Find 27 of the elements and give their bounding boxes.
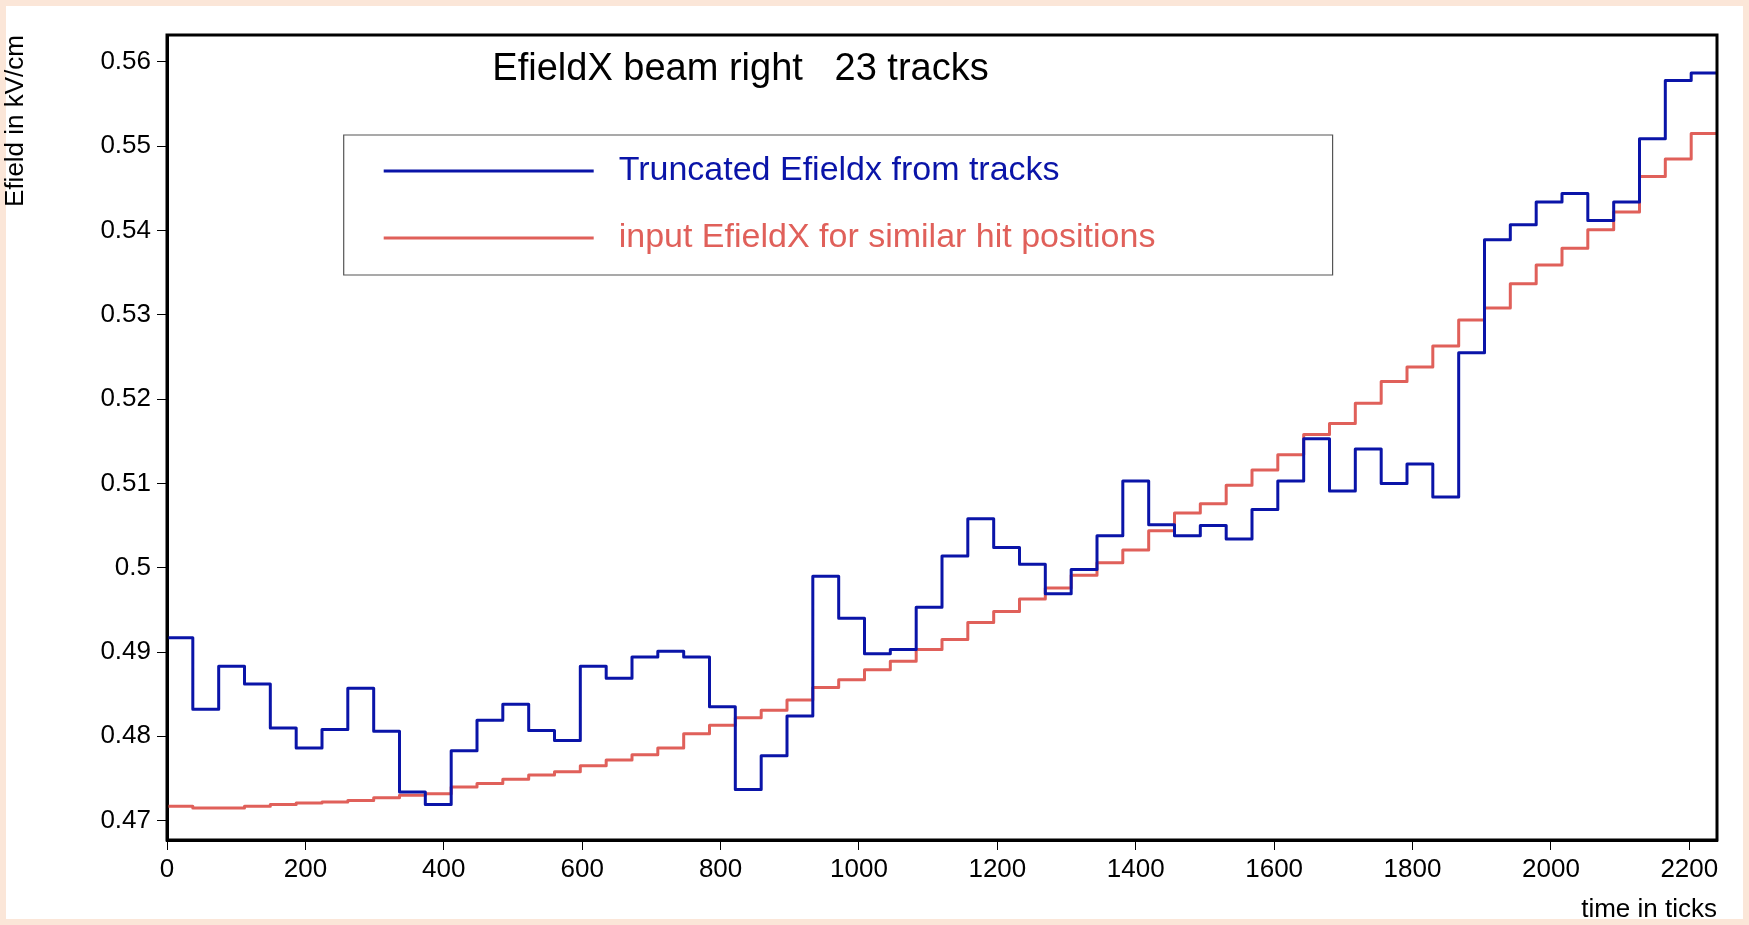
y-tick-label: 0.5 xyxy=(114,550,151,581)
x-tick-label: 1800 xyxy=(1383,852,1442,883)
x-tick-label: 2200 xyxy=(1660,852,1719,883)
x-tick-label: 1000 xyxy=(830,852,888,883)
x-tick-label: 200 xyxy=(283,852,328,883)
y-tick-label: 0.56 xyxy=(100,45,151,76)
x-tick-label: 600 xyxy=(560,852,604,883)
y-tick-label: 0.49 xyxy=(100,635,151,666)
y-tick-label: 0.54 xyxy=(100,213,151,244)
x-axis-title: time in ticks xyxy=(1581,892,1717,923)
chart-title: EfieldX beam right 23 tracks xyxy=(492,46,989,89)
y-tick-label: 0.51 xyxy=(100,466,151,497)
y-tick-label: 0.47 xyxy=(100,803,151,834)
y-axis-title: Efield in kV/cm xyxy=(0,35,29,207)
x-tick-label: 0 xyxy=(159,852,175,883)
x-tick-label: 400 xyxy=(422,852,466,883)
y-tick-label: 0.52 xyxy=(100,382,151,413)
y-tick-label: 0.53 xyxy=(100,298,151,329)
x-tick-label: 800 xyxy=(698,852,743,883)
text: input EfieldX for similar hit positions xyxy=(618,216,1156,255)
y-tick-label: 0.55 xyxy=(100,129,151,160)
x-tick-label: 2000 xyxy=(1522,852,1580,883)
x-tick-label: 1600 xyxy=(1245,852,1304,883)
x-tick-label: 1200 xyxy=(968,852,1027,883)
y-tick-label: 0.48 xyxy=(100,719,151,750)
text: Truncated Efieldx from tracks xyxy=(618,149,1060,188)
x-tick-label: 1400 xyxy=(1106,852,1165,883)
